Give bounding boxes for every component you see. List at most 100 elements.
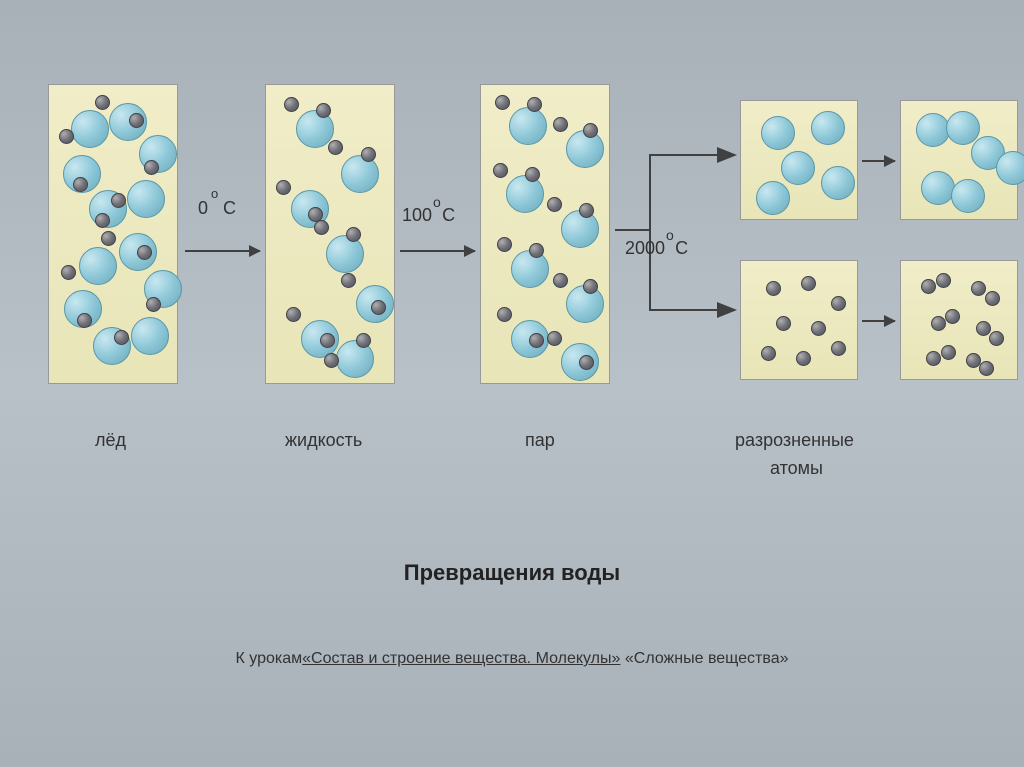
- hydrogen-atom: [137, 245, 152, 260]
- panel-oxygen-atoms: [740, 100, 858, 220]
- oxygen-atom: [811, 111, 845, 145]
- oxygen-atom: [341, 155, 379, 193]
- panel-vapor: [480, 84, 610, 384]
- hydrogen-atom: [831, 296, 846, 311]
- hydrogen-atom: [356, 333, 371, 348]
- temp-0c: 0o C: [198, 198, 236, 219]
- oxygen-atom: [509, 107, 547, 145]
- hydrogen-atom: [314, 220, 329, 235]
- hydrogen-atom: [529, 243, 544, 258]
- hydrogen-atom: [547, 197, 562, 212]
- hydrogen-atom: [579, 203, 594, 218]
- hydrogen-atom: [553, 273, 568, 288]
- label-atoms-1: разрозненные: [735, 430, 854, 451]
- hydrogen-atom: [525, 167, 540, 182]
- panel-hydrogen-atoms: [740, 260, 858, 380]
- hydrogen-atom: [371, 300, 386, 315]
- hydrogen-atom: [284, 97, 299, 112]
- hydrogen-atom: [95, 213, 110, 228]
- oxygen-atom: [821, 166, 855, 200]
- label-atoms-2: атомы: [770, 458, 823, 479]
- panel-oxygen-molecules: [900, 100, 1018, 220]
- hydrogen-atom: [583, 279, 598, 294]
- hydrogen-atom: [361, 147, 376, 162]
- oxygen-atom: [761, 116, 795, 150]
- label-ice: лёд: [95, 430, 126, 451]
- hydrogen-atom: [579, 355, 594, 370]
- hydrogen-atom: [776, 316, 791, 331]
- hydrogen-atom: [286, 307, 301, 322]
- hydrogen-atom: [328, 140, 343, 155]
- hydrogen-atom: [77, 313, 92, 328]
- hydrogen-atom: [796, 351, 811, 366]
- diagram-subtitle: К урокам«Состав и строение вещества. Мол…: [0, 650, 1024, 668]
- hydrogen-atom: [495, 95, 510, 110]
- oxygen-atom: [916, 113, 950, 147]
- hydrogen-atom: [936, 273, 951, 288]
- hydrogen-atom: [945, 309, 960, 324]
- oxygen-atom: [326, 235, 364, 273]
- hydrogen-atom: [926, 351, 941, 366]
- oxygen-atom: [951, 179, 985, 213]
- oxygen-atom: [131, 317, 169, 355]
- hydrogen-atom: [276, 180, 291, 195]
- oxygen-atom: [127, 180, 165, 218]
- hydrogen-atom: [146, 297, 161, 312]
- hydrogen-atom: [941, 345, 956, 360]
- arrow-ice-to-liquid: [185, 250, 260, 252]
- diagram-title: Превращения воды: [0, 560, 1024, 586]
- hydrogen-atom: [971, 281, 986, 296]
- hydrogen-atom: [346, 227, 361, 242]
- panel-hydrogen-molecules: [900, 260, 1018, 380]
- hydrogen-atom: [324, 353, 339, 368]
- oxygen-atom: [511, 250, 549, 288]
- oxygen-atom: [996, 151, 1024, 185]
- hydrogen-atom: [111, 193, 126, 208]
- hydrogen-atom: [129, 113, 144, 128]
- label-liquid: жидкость: [285, 430, 362, 451]
- lesson-link[interactable]: «Состав и строение вещества. Молекулы»: [302, 650, 620, 667]
- oxygen-atom: [781, 151, 815, 185]
- hydrogen-atom: [529, 333, 544, 348]
- hydrogen-atom: [985, 291, 1000, 306]
- arrow-o-to-o2: [862, 160, 895, 162]
- hydrogen-atom: [976, 321, 991, 336]
- label-vapor: пар: [525, 430, 555, 451]
- hydrogen-atom: [497, 237, 512, 252]
- hydrogen-atom: [931, 316, 946, 331]
- oxygen-atom: [921, 171, 955, 205]
- hydrogen-atom: [766, 281, 781, 296]
- hydrogen-atom: [811, 321, 826, 336]
- hydrogen-atom: [831, 341, 846, 356]
- panel-ice: [48, 84, 178, 384]
- hydrogen-atom: [144, 160, 159, 175]
- hydrogen-atom: [114, 330, 129, 345]
- hydrogen-atom: [801, 276, 816, 291]
- oxygen-atom: [506, 175, 544, 213]
- hydrogen-atom: [553, 117, 568, 132]
- hydrogen-atom: [497, 307, 512, 322]
- hydrogen-atom: [979, 361, 994, 376]
- hydrogen-atom: [316, 103, 331, 118]
- oxygen-atom: [79, 247, 117, 285]
- hydrogen-atom: [95, 95, 110, 110]
- hydrogen-atom: [320, 333, 335, 348]
- hydrogen-atom: [527, 97, 542, 112]
- oxygen-atom: [561, 210, 599, 248]
- hydrogen-atom: [583, 123, 598, 138]
- hydrogen-atom: [73, 177, 88, 192]
- panel-liquid: [265, 84, 395, 384]
- hydrogen-atom: [101, 231, 116, 246]
- temp-100c: 100o C: [402, 205, 455, 226]
- hydrogen-atom: [61, 265, 76, 280]
- temp-2000c: 2000o C: [625, 238, 688, 259]
- hydrogen-atom: [761, 346, 776, 361]
- arrow-liquid-to-vapor: [400, 250, 475, 252]
- hydrogen-atom: [493, 163, 508, 178]
- hydrogen-atom: [989, 331, 1004, 346]
- oxygen-atom: [756, 181, 790, 215]
- oxygen-atom: [71, 110, 109, 148]
- hydrogen-atom: [341, 273, 356, 288]
- arrow-h-to-h2: [862, 320, 895, 322]
- hydrogen-atom: [59, 129, 74, 144]
